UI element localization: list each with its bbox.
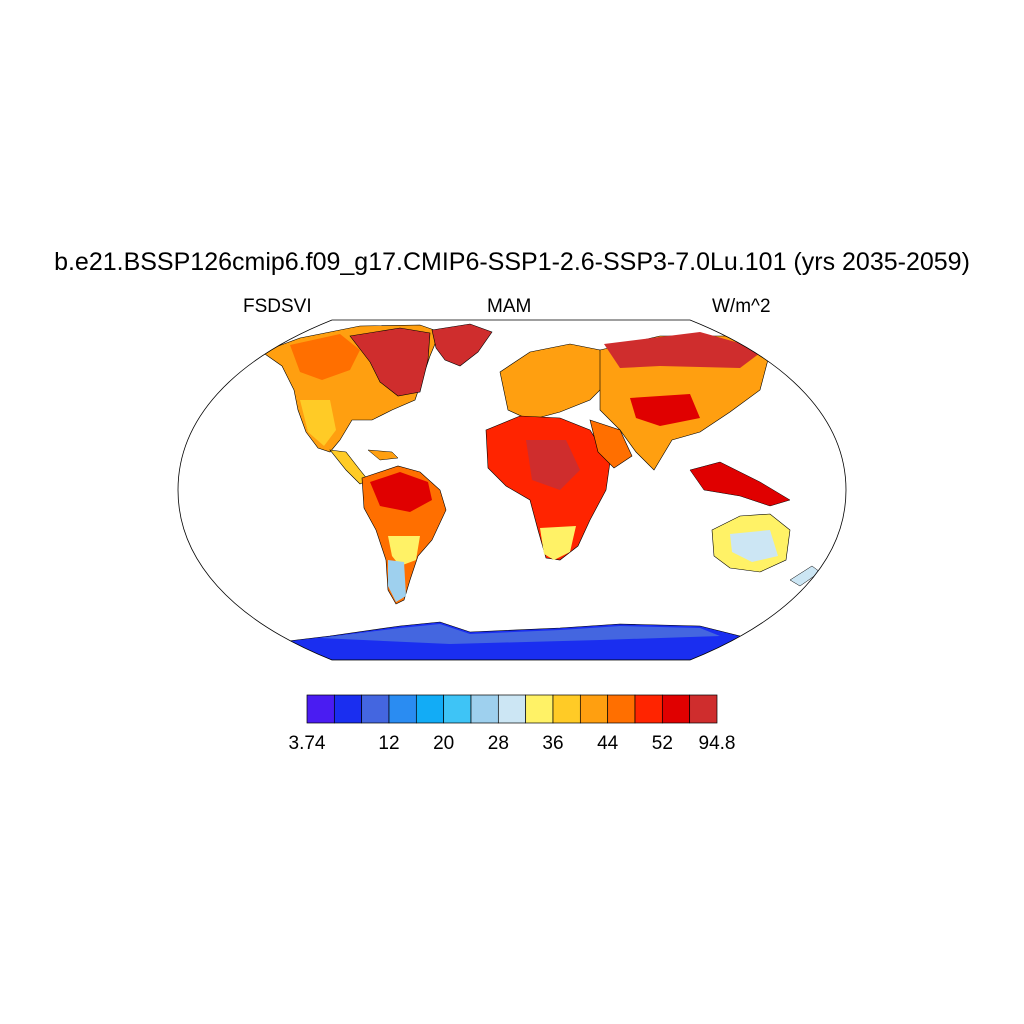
siberia-high xyxy=(604,332,764,368)
africa xyxy=(485,415,611,561)
colorbar-swatch xyxy=(525,694,554,724)
season-label: MAM xyxy=(487,296,532,317)
antarctica-edge xyxy=(320,624,720,644)
colorbar-swatch xyxy=(415,694,445,724)
colorbar-tick-label: 3.74 xyxy=(288,733,326,754)
colorbar-swatch xyxy=(661,694,691,724)
variable-name: FSDSVI xyxy=(243,296,312,317)
tibet-high xyxy=(630,394,700,426)
colorbar xyxy=(306,694,718,724)
colorbar-swatch xyxy=(306,694,335,724)
north-america-high xyxy=(290,334,360,380)
europe xyxy=(499,343,611,421)
colorbar-tick-label: 36 xyxy=(542,733,564,754)
patagonia xyxy=(388,560,406,602)
greenland xyxy=(431,323,493,367)
colorbar-tick-label: 94.8 xyxy=(698,733,736,754)
map-fill xyxy=(261,323,821,660)
colorbar-swatch xyxy=(361,694,390,724)
indonesia xyxy=(689,461,791,507)
arabia xyxy=(589,419,633,469)
amazon-high xyxy=(370,472,432,512)
colorbar-swatch xyxy=(552,694,581,724)
colorbar-swatch xyxy=(689,694,718,724)
map-boundary xyxy=(177,319,847,661)
new-zealand xyxy=(789,565,821,587)
south-america-mid xyxy=(388,536,420,566)
colorbar-swatch xyxy=(634,694,663,724)
colorbar-swatch xyxy=(497,694,527,724)
colorbar-swatch xyxy=(607,694,636,724)
caribbean xyxy=(367,449,399,461)
colorbar-swatch xyxy=(579,694,609,724)
canada-arctic xyxy=(349,327,431,397)
us-southwest xyxy=(300,400,336,446)
southern-africa xyxy=(540,526,576,560)
colorbar-swatch xyxy=(443,694,472,724)
colorbar-swatch xyxy=(388,694,417,724)
sahara-high xyxy=(526,440,580,490)
colorbar-tick-label: 52 xyxy=(651,733,673,754)
colorbar-swatch xyxy=(470,694,499,724)
australia-interior xyxy=(730,530,778,562)
colorbar-tick-label: 28 xyxy=(487,733,509,754)
colorbar-tick-label: 44 xyxy=(597,733,619,754)
units-label: W/m^2 xyxy=(712,296,771,317)
colorbar-tick-label: 12 xyxy=(378,733,400,754)
plot-title: b.e21.BSSP126cmip6.f09_g17.CMIP6-SSP1-2.… xyxy=(54,248,970,276)
colorbar-tick-label: 20 xyxy=(433,733,455,754)
colorbar-swatch xyxy=(333,694,363,724)
